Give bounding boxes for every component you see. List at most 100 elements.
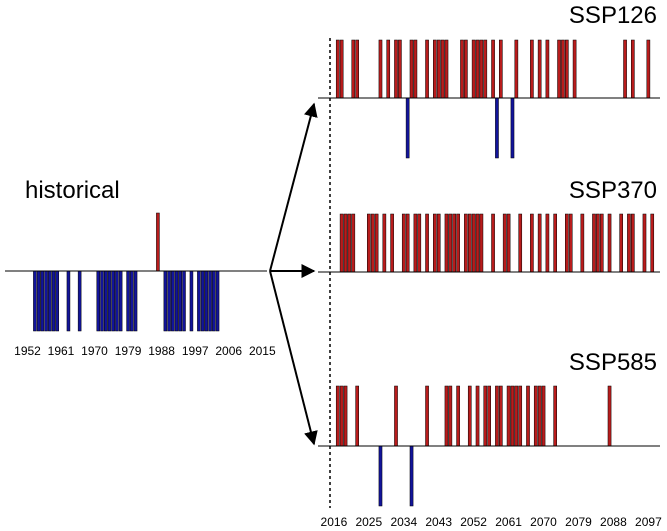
ssp370-positive-bar-2060	[502, 213, 507, 273]
ssp585-positive-bar-2073	[553, 385, 557, 447]
arrow-to-ssp126	[269, 102, 318, 272]
ssp585-positive-bar-2017	[335, 385, 340, 447]
ssp585-positive-bar-2070	[541, 385, 546, 447]
ssp126-positive-bar-2037	[413, 39, 418, 99]
ssp126-positive-bar-2036	[409, 39, 414, 99]
ssp126-positive-bar-2097	[646, 39, 651, 99]
historical-negative-bar-1976	[115, 270, 119, 332]
ssp370-positive-bar-2061	[506, 213, 511, 273]
ssp370-positive-bar-2038	[417, 213, 422, 273]
ssp370-positive-bar-2084	[596, 213, 600, 273]
historical-tick-label: 1997	[182, 344, 209, 358]
ssp126-positive-bar-2030	[386, 39, 391, 99]
ssp585-title: SSP585	[569, 349, 657, 376]
ssp585-positive-bar-2058	[495, 385, 499, 447]
ssp585-positive-bar-2062	[510, 385, 515, 447]
ssp126-positive-bar-2069	[537, 39, 542, 99]
ssp126-positive-bar-2063	[514, 39, 519, 99]
ssp585-positive-bar-2048	[456, 385, 460, 447]
ssp126-title: SSP126	[569, 2, 657, 29]
historical-negative-bar-2003	[215, 270, 220, 332]
ssp126-positive-bar-2093	[631, 39, 635, 99]
ssp585-bars	[335, 385, 612, 507]
ssp370-positive-bar-2092	[627, 213, 631, 273]
ssp585-positive-bar-2019	[343, 385, 348, 447]
ssp126-positive-bar-2045	[444, 39, 449, 99]
ssp370-positive-bar-2043	[436, 213, 441, 273]
ssp370-positive-bar-2085	[599, 213, 604, 273]
historical-tick-labels: 1952 1961 1970 1979 1988 1997 2006 2015	[14, 344, 276, 358]
historical-tick-label: 1952	[14, 344, 41, 358]
ssp370-positive-bar-2083	[592, 213, 596, 273]
ssp126-positive-bar-2050	[464, 39, 468, 99]
ssp370-positive-bar-2053	[475, 213, 480, 273]
historical-negative-bar-1960	[55, 270, 60, 332]
ssp126-negative-bar-2058	[495, 97, 499, 159]
ssp370-positive-bar-2018	[339, 213, 344, 273]
ssp370-positive-bar-2067	[530, 213, 534, 273]
scenario-tick-label: 2088	[600, 515, 627, 529]
ssp370-bars	[339, 213, 655, 273]
historical-negative-bar-2002	[212, 270, 216, 332]
historical-negative-bar-1956	[40, 270, 45, 332]
ssp370-positive-bar-2080	[580, 213, 585, 273]
historical-negative-bar-1989	[163, 270, 168, 332]
ssp126-positive-bar-2067	[530, 39, 534, 99]
historical-negative-bar-1966	[77, 270, 82, 332]
ssp370-positive-bar-2096	[642, 213, 647, 273]
ssp126-positive-bar-2032	[394, 39, 398, 99]
ssp585-negative-bar-2028	[378, 445, 383, 507]
ssp585-positive-bar-2053	[475, 385, 480, 447]
ssp370-positive-bar-2042	[433, 213, 437, 273]
ssp370-positive-bar-2027	[374, 213, 379, 273]
ssp370-positive-bar-2047	[452, 213, 457, 273]
ssp370-positive-bar-2025	[367, 213, 371, 273]
ssp126-positive-bar-2057	[491, 39, 495, 99]
historical-negative-bar-1958	[48, 270, 52, 332]
ssp370-positive-bar-2052	[471, 213, 476, 273]
ssp126-positive-bar-2075	[561, 39, 565, 99]
ssp126-positive-bar-2078	[572, 39, 577, 99]
ssp585-positive-bar-2040	[425, 385, 429, 447]
ssp585-positive-bar-2055	[483, 385, 488, 447]
ssp585-positive-bar-2064	[518, 385, 523, 447]
historical-positive-bar-1987	[156, 212, 160, 272]
ssp126-positive-bar-2028	[378, 39, 383, 99]
scenario-tick-label: 2061	[495, 515, 522, 529]
ssp126-positive-bar-2053	[475, 39, 480, 99]
ssp585-positive-bar-2045	[444, 385, 449, 447]
scenario-tick-label: 2070	[530, 515, 557, 529]
historical-title: historical	[25, 177, 120, 204]
scenario-tick-label: 2079	[565, 515, 592, 529]
ssp126-positive-bar-2022	[355, 39, 359, 99]
arrow-to-ssp585	[269, 270, 318, 446]
ssp370-positive-bar-2073	[553, 213, 557, 273]
scenario-tick-label: 2052	[460, 515, 487, 529]
ssp370-positive-bar-2051	[467, 213, 472, 273]
ssp370-positive-bar-2020	[347, 213, 352, 273]
historical-tick-label: 2015	[249, 344, 276, 358]
ssp126-positive-bar-2044	[440, 39, 445, 99]
ssp585-positive-bar-2059	[499, 385, 503, 447]
historical-negative-bar-2000	[204, 270, 209, 332]
ssp585-positive-bar-2056	[487, 385, 491, 447]
ssp370-positive-bar-2054	[479, 213, 484, 273]
historical-negative-bar-1999	[200, 270, 205, 332]
ssp370-positive-bar-2029	[382, 213, 387, 273]
ssp126-positive-bar-2076	[565, 39, 569, 99]
ssp370-positive-bar-2040	[425, 213, 429, 273]
ssp370-title: SSP370	[569, 177, 657, 204]
ssp585-positive-bar-2046	[448, 385, 453, 447]
scenario-tick-label: 2016	[321, 515, 348, 529]
ssp370-positive-bar-2071	[545, 213, 550, 273]
historical-tick-label: 1988	[148, 344, 175, 358]
ssp585-positive-bar-2022	[355, 385, 359, 447]
historical-negative-bar-1980	[130, 270, 134, 332]
ssp585-positive-bar-2051	[467, 385, 472, 447]
ssp370-positive-bar-2050	[464, 213, 468, 273]
ssp585-positive-bar-2063	[514, 385, 519, 447]
historical-negative-bar-1974	[107, 270, 112, 332]
historical-tick-label: 1970	[81, 344, 108, 358]
ssp370-positive-bar-2045	[444, 213, 449, 273]
